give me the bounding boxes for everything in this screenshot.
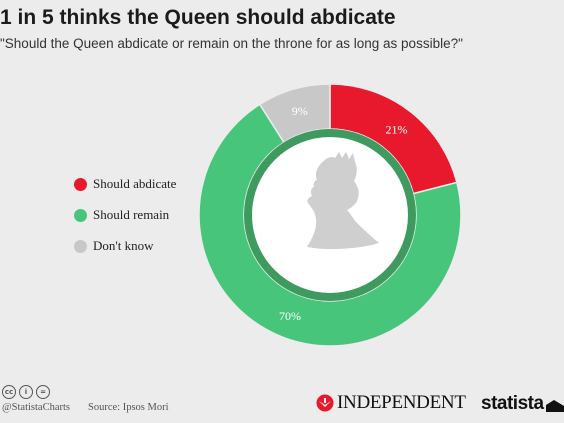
legend-swatch-should-abdicate [74, 177, 87, 191]
legend-item-should-abdicate: Should abdicate [74, 174, 176, 194]
chart-title: 1 in 5 thinks the Queen should abdicate [0, 6, 396, 29]
independent-logo[interactable]: INDEPENDENT [316, 392, 466, 414]
legend-swatch-should-remain [74, 208, 87, 222]
chart-subtitle: "Should the Queen abdicate or remain on … [0, 36, 463, 51]
by-icon[interactable]: i [19, 385, 33, 399]
statista-handle[interactable]: @StatistaCharts [2, 402, 70, 413]
nd-icon[interactable]: = [36, 385, 50, 399]
statista-mark-icon [545, 400, 564, 412]
license-icons: cc i = [2, 385, 169, 399]
eagle-icon [316, 394, 334, 412]
cc-icon[interactable]: cc [2, 385, 16, 399]
legend-label-should-abdicate: Should abdicate [93, 176, 177, 191]
independent-logo-text: INDEPENDENT [337, 392, 466, 413]
legend-swatch-dont-know [74, 239, 87, 253]
slice-label-should-abdicate: 21% [386, 122, 408, 136]
source-note: Source: Ipsos Mori [88, 402, 169, 413]
legend-label-dont-know: Don't know [93, 238, 154, 253]
legend-item-dont-know: Don't know [74, 236, 176, 256]
statista-logo-text: statista [481, 393, 544, 414]
slice-labels: 21% 70% 9% [279, 104, 407, 323]
slice-label-should-remain: 70% [279, 309, 301, 323]
inner-ring [244, 129, 416, 301]
footer-credits: cc i = @StatistaCharts Source: Ipsos Mor… [2, 385, 169, 413]
statista-logo[interactable]: statista [481, 393, 564, 415]
legend-label-should-remain: Should remain [93, 207, 170, 222]
legend-item-should-remain: Should remain [74, 205, 176, 225]
queen-silhouette-icon [307, 152, 379, 250]
chart-legend: Should abdicate Should remain Don't know [74, 174, 176, 267]
slice-label-don-t-know: 9% [292, 104, 308, 118]
